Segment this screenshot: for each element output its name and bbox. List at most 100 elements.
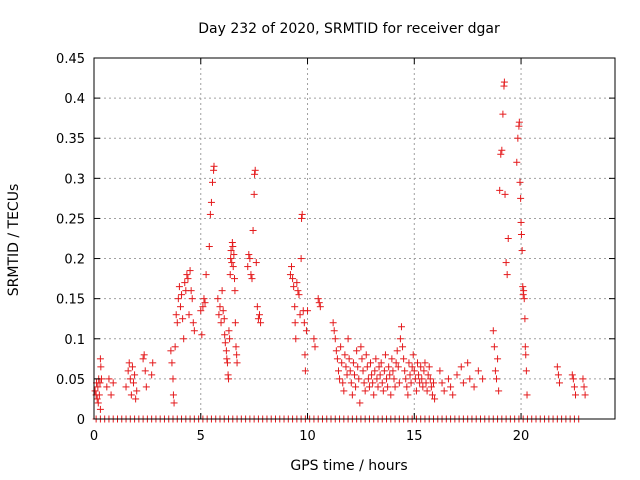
data-point bbox=[571, 391, 579, 399]
data-point bbox=[124, 367, 132, 375]
data-point bbox=[444, 375, 452, 383]
data-point bbox=[514, 134, 522, 142]
data-point bbox=[497, 150, 505, 158]
data-point bbox=[227, 247, 235, 255]
data-point bbox=[386, 371, 394, 379]
data-point bbox=[369, 379, 377, 387]
data-point bbox=[133, 387, 141, 395]
y-tick-label: 0.45 bbox=[56, 52, 85, 67]
data-point bbox=[296, 311, 304, 319]
data-point bbox=[342, 363, 350, 371]
data-point bbox=[359, 367, 367, 375]
data-point bbox=[427, 383, 435, 391]
x-tick-label: 15 bbox=[406, 429, 423, 444]
data-point bbox=[286, 271, 294, 279]
data-point bbox=[522, 351, 530, 359]
data-point bbox=[222, 347, 230, 355]
data-point bbox=[140, 351, 148, 359]
data-point bbox=[185, 311, 193, 319]
data-point bbox=[254, 315, 262, 323]
data-point bbox=[300, 319, 308, 327]
data-point bbox=[515, 118, 523, 126]
data-point bbox=[430, 379, 438, 387]
data-point bbox=[253, 303, 261, 311]
data-point bbox=[288, 263, 296, 271]
y-tick-label: 0.05 bbox=[56, 373, 85, 388]
data-point bbox=[361, 387, 369, 395]
data-point bbox=[330, 327, 338, 335]
data-point bbox=[233, 359, 241, 367]
data-point bbox=[436, 367, 444, 375]
data-point bbox=[431, 395, 439, 403]
data-point bbox=[364, 375, 372, 383]
data-point bbox=[184, 275, 192, 283]
data-point bbox=[492, 375, 500, 383]
data-point bbox=[459, 379, 467, 387]
data-point bbox=[292, 335, 300, 343]
data-point bbox=[232, 343, 240, 351]
data-point bbox=[230, 251, 238, 259]
data-point bbox=[495, 387, 503, 395]
data-point bbox=[389, 367, 397, 375]
data-point bbox=[355, 375, 363, 383]
data-point bbox=[394, 363, 402, 371]
data-point bbox=[332, 347, 340, 355]
data-point bbox=[206, 210, 214, 218]
data-point bbox=[338, 359, 346, 367]
data-point bbox=[479, 375, 487, 383]
data-point bbox=[188, 295, 196, 303]
axis-ticks bbox=[93, 57, 615, 420]
data-point bbox=[489, 327, 497, 335]
data-point bbox=[425, 363, 433, 371]
data-point bbox=[344, 335, 352, 343]
data-point bbox=[201, 299, 209, 307]
data-point bbox=[314, 295, 322, 303]
data-point bbox=[173, 319, 181, 327]
data-point bbox=[370, 391, 378, 399]
data-point bbox=[345, 355, 353, 363]
data-point bbox=[520, 287, 528, 295]
data-point bbox=[293, 279, 301, 287]
y-tick-label: 0.1 bbox=[64, 333, 85, 348]
data-point bbox=[225, 327, 233, 335]
data-point bbox=[516, 178, 524, 186]
data-point bbox=[231, 319, 239, 327]
data-point bbox=[91, 387, 99, 395]
data-point bbox=[298, 210, 306, 218]
data-point bbox=[457, 363, 465, 371]
data-point bbox=[339, 379, 347, 387]
data-point bbox=[170, 399, 178, 407]
data-point bbox=[216, 303, 224, 311]
data-point bbox=[171, 343, 179, 351]
data-point bbox=[301, 351, 309, 359]
data-point bbox=[97, 363, 105, 371]
data-point bbox=[494, 355, 502, 363]
data-point bbox=[391, 383, 399, 391]
data-point bbox=[504, 235, 512, 242]
data-point bbox=[346, 367, 354, 375]
data-point bbox=[356, 399, 364, 407]
data-point bbox=[449, 391, 457, 399]
data-point bbox=[418, 375, 426, 383]
x-tick-label: 20 bbox=[513, 429, 530, 444]
chart-title: Day 232 of 2020, SRMTID for receiver dga… bbox=[198, 21, 500, 37]
data-point bbox=[139, 355, 147, 363]
data-point bbox=[411, 375, 419, 383]
data-point bbox=[125, 359, 133, 367]
data-point bbox=[570, 383, 578, 391]
data-point bbox=[438, 379, 446, 387]
data-point bbox=[393, 347, 401, 355]
data-point bbox=[223, 355, 231, 363]
data-point bbox=[519, 283, 527, 291]
y-tick-label: 0.25 bbox=[56, 212, 85, 227]
data-point bbox=[169, 375, 177, 383]
data-point bbox=[94, 399, 102, 407]
data-point bbox=[379, 387, 387, 395]
data-point bbox=[348, 391, 356, 399]
data-points bbox=[91, 78, 589, 423]
data-point bbox=[220, 315, 228, 323]
data-point bbox=[190, 327, 198, 335]
y-tick-label: 0 bbox=[77, 413, 85, 428]
data-point bbox=[174, 295, 182, 303]
data-point bbox=[357, 343, 365, 351]
